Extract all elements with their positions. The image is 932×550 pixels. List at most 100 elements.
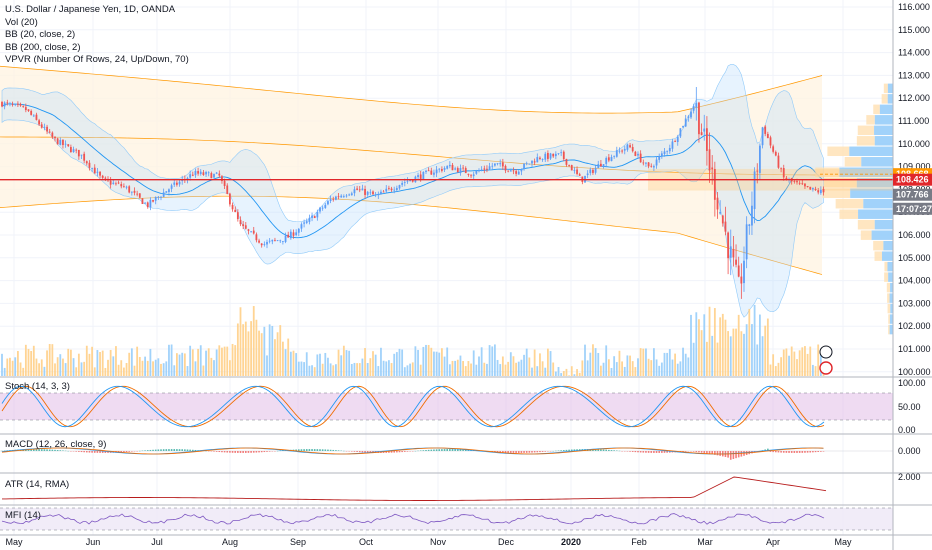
candle-body xyxy=(125,186,128,188)
macd-hist xyxy=(308,449,311,451)
macd-hist xyxy=(404,451,406,452)
volume-bar xyxy=(80,362,83,376)
candle-body xyxy=(586,173,589,175)
macd-hist xyxy=(358,451,361,453)
volume-bar xyxy=(189,345,192,376)
stoch-band xyxy=(0,393,893,420)
volume-bar xyxy=(539,353,541,376)
volume-bar xyxy=(88,353,91,376)
candle-body xyxy=(531,160,533,164)
time-axis[interactable]: May Jun Jul Aug Sep Oct Nov Dec 2020 Feb Mar Apr May xyxy=(5,537,852,547)
candle-body xyxy=(231,204,234,210)
macd-hist xyxy=(321,449,324,451)
candle-body xyxy=(284,235,287,242)
candle-body xyxy=(568,165,570,166)
price-tag xyxy=(893,188,932,201)
price-tag-label: 108.426 xyxy=(896,175,929,185)
atr-label[interactable]: ATR (14, RMA) xyxy=(5,479,70,490)
volume-bar xyxy=(584,344,586,376)
legend-vpvr[interactable]: VPVR (Number Of Rows, 24, Up/Down, 70) xyxy=(5,54,189,65)
candle-body xyxy=(120,184,123,187)
candle-body xyxy=(168,189,170,193)
stoch-d xyxy=(1,385,825,428)
candle-body xyxy=(138,193,141,198)
volume-bar xyxy=(107,359,109,376)
stoch-k xyxy=(1,385,825,428)
volume-bar xyxy=(191,349,194,376)
volume-bar xyxy=(642,348,645,376)
candle-body xyxy=(173,182,176,185)
candle-body xyxy=(539,157,541,159)
macd-hist xyxy=(104,451,107,453)
volume-bar xyxy=(809,346,812,376)
legend-vol[interactable]: Vol (20) xyxy=(5,16,38,28)
volume-bar xyxy=(531,367,533,376)
candle-body xyxy=(507,170,510,172)
y-tick-label: 104.000 xyxy=(898,276,931,286)
candle-body xyxy=(780,168,782,170)
volume-bar xyxy=(430,347,433,376)
legend-title[interactable]: U.S. Dollar / Japanese Yen, 1D, OANDA xyxy=(5,4,176,15)
volume-bar xyxy=(806,353,809,376)
macd-hist xyxy=(425,450,427,451)
candle-body xyxy=(345,195,348,197)
candle-body xyxy=(234,209,237,213)
candle-body xyxy=(629,145,631,148)
candle-body xyxy=(374,194,377,196)
price-tag-label: 107.766 xyxy=(896,190,929,200)
macd-label[interactable]: MACD (12, 26, close, 9) xyxy=(5,439,107,450)
y-tick-label: 111.000 xyxy=(898,116,929,126)
volume-bar xyxy=(91,346,93,376)
macd-hist xyxy=(446,449,448,451)
price-axis[interactable]: 116.000 115.000 114.000 113.000 112.000 111.0… xyxy=(898,2,931,482)
candle-body xyxy=(464,168,467,174)
candle-body xyxy=(793,181,796,183)
y-tick-label: 100.000 xyxy=(898,367,931,377)
candle-body xyxy=(443,168,446,170)
volume-bar xyxy=(695,312,698,376)
volume-bar xyxy=(395,352,398,376)
candle-body xyxy=(115,183,117,185)
volume-bar xyxy=(70,349,72,376)
volume-bar xyxy=(48,344,51,376)
stoch-label[interactable]: Stoch (14, 3, 3) xyxy=(5,381,70,392)
volume-bar xyxy=(777,362,780,376)
candle-body xyxy=(170,185,173,189)
legend-bb200[interactable]: BB (200, close, 2) xyxy=(5,41,81,53)
volume-bar xyxy=(796,359,798,376)
macd-hist xyxy=(700,451,703,453)
macd-hist xyxy=(364,451,366,453)
legend-bb20[interactable]: BB (20, close, 2) xyxy=(5,29,76,40)
volume-bar xyxy=(43,366,46,376)
macd-hist xyxy=(528,451,531,453)
candle-body xyxy=(289,231,292,239)
volume-bar xyxy=(350,363,353,376)
candle-body xyxy=(316,212,319,218)
volume-bar xyxy=(586,360,589,376)
volume-bar xyxy=(327,357,329,376)
candle-body xyxy=(560,152,563,154)
candle-body xyxy=(136,193,139,195)
candle-body xyxy=(149,199,152,208)
volume-bar xyxy=(194,361,197,376)
volume-bar xyxy=(125,362,128,376)
candle-body xyxy=(462,167,464,169)
mfi-label[interactable]: MFI (14) xyxy=(5,510,41,521)
candle-body xyxy=(14,104,17,105)
macd-hist xyxy=(703,451,706,454)
candle-body xyxy=(782,168,785,178)
volume-bar xyxy=(496,359,499,376)
candle-body xyxy=(441,169,443,171)
candle-body xyxy=(247,229,250,231)
candle-body xyxy=(123,186,125,188)
candle-body xyxy=(144,202,146,204)
bb200-fill xyxy=(0,66,822,275)
volume-bar xyxy=(441,348,443,376)
volume-bar xyxy=(448,364,451,376)
macd-hist xyxy=(316,449,319,451)
y-tick-label: 109.000 xyxy=(898,162,931,172)
candle-body xyxy=(605,157,608,164)
vpvr-bar-up xyxy=(871,230,893,240)
macd-hist xyxy=(801,451,804,453)
